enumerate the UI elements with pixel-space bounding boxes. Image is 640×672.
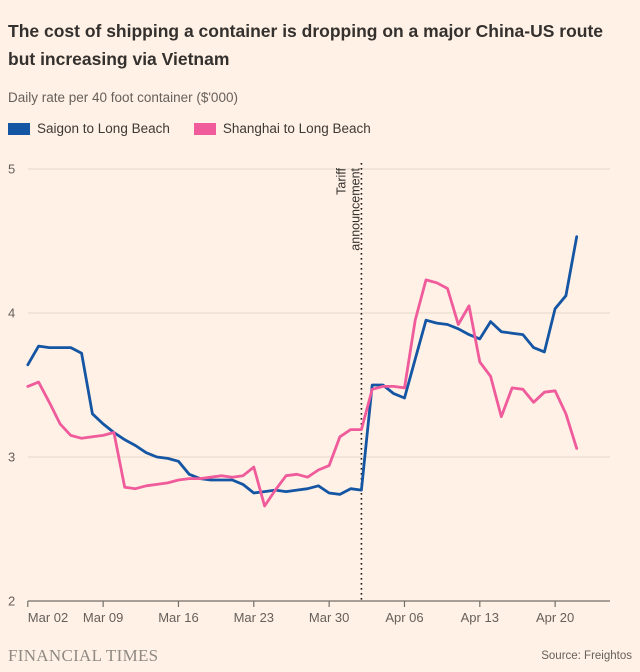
series-line-saigon-to-long-beach	[26, 235, 579, 496]
legend-swatch-saigon	[8, 122, 30, 135]
x-tick-label: Mar 09	[83, 610, 123, 625]
x-tick-label: Apr 13	[461, 610, 499, 625]
series-line-shanghai-to-long-beach	[26, 278, 579, 508]
line-chart: 5 4 3 2 Mar 02 Mar 09 Mar 16 Mar 23 Mar 30 Apr 06…	[8, 162, 610, 625]
y-tick-label: 3	[8, 450, 15, 465]
y-tick-label: 5	[8, 162, 15, 177]
x-tick-label: Mar 30	[309, 610, 349, 625]
x-tick-label: Apr 06	[385, 610, 423, 625]
chart-title: The cost of shipping a container is drop…	[8, 20, 604, 70]
financial-times-logo: FINANCIAL TIMES	[8, 646, 159, 665]
y-tick-label: 2	[8, 594, 15, 609]
x-tick-label: Mar 23	[234, 610, 274, 625]
y-tick-label: 4	[8, 306, 15, 321]
legend-item-saigon: Saigon to Long Beach	[8, 121, 170, 136]
x-tick-label: Mar 16	[158, 610, 198, 625]
legend-item-shanghai: Shanghai to Long Beach	[193, 121, 371, 136]
legend-label-shanghai: Shanghai to Long Beach	[222, 121, 371, 136]
chart-area: 5 4 3 2 Mar 02 Mar 09 Mar 16 Mar 23 Mar 30 Apr 06…	[0, 150, 640, 630]
legend: Saigon to Long Beach Shanghai to Long Be…	[8, 121, 371, 136]
chart-subtitle: Daily rate per 40 foot container ($'000)	[8, 89, 238, 105]
legend-label-saigon: Saigon to Long Beach	[37, 121, 170, 136]
annotation-line2: announcement	[348, 167, 362, 250]
x-tick-label: Mar 02	[28, 610, 68, 625]
x-tick-label: Apr 20	[536, 610, 574, 625]
legend-swatch-shanghai	[193, 122, 216, 135]
source-credit: Source: Freightos	[541, 650, 632, 662]
annotation-line1: Tariff	[334, 167, 348, 194]
